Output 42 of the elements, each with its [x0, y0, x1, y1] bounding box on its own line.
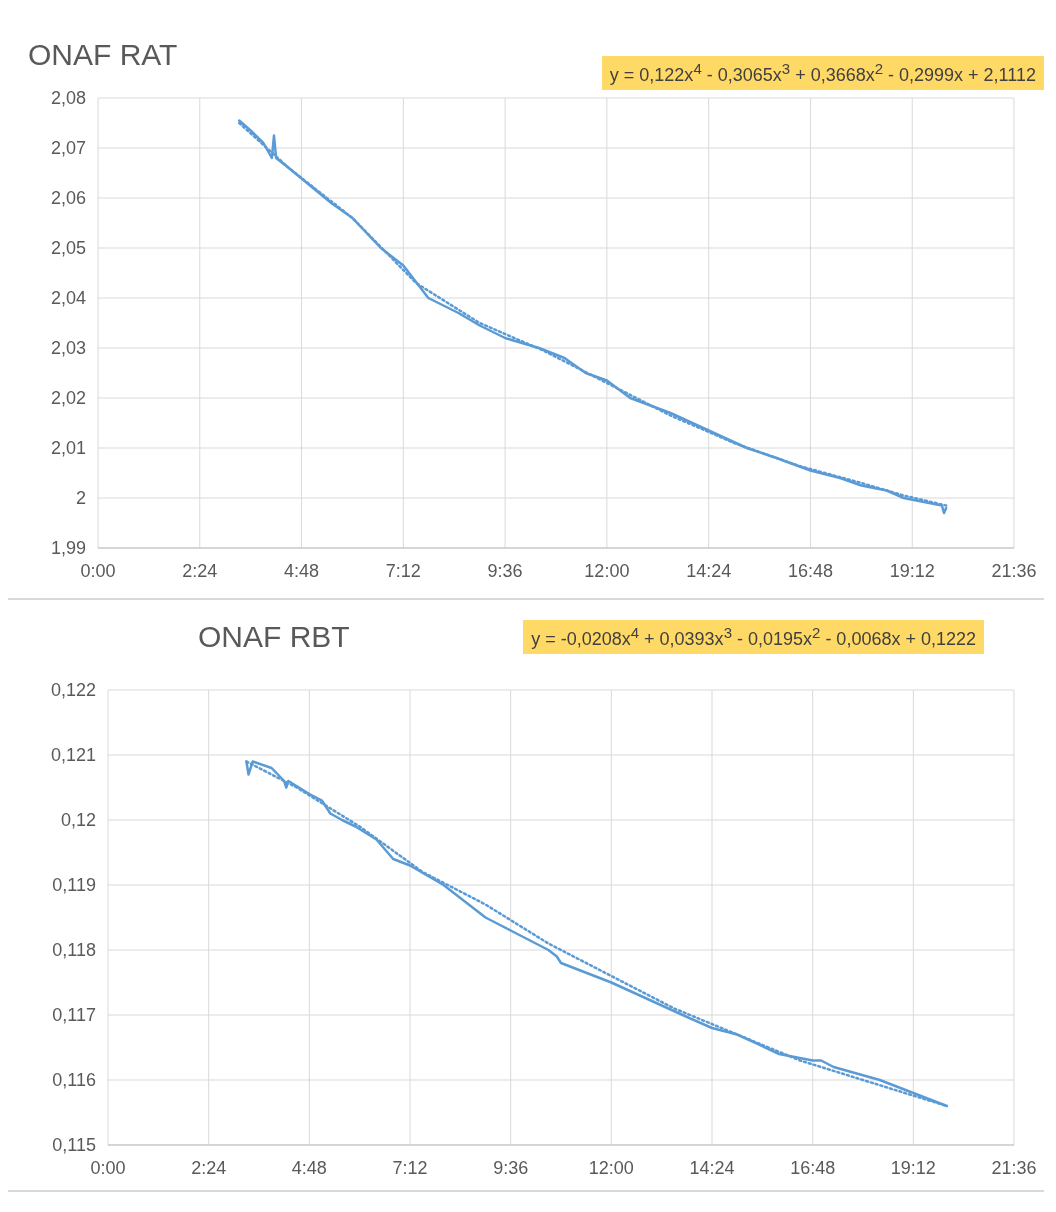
y-tick-label: 0,122 [50, 680, 96, 701]
text: y = 0,122x$^{4}$ - 0,3065x$^{3}$ + 0,3668x$^{2}$ - 0,2999x + 2,1112 [601, 56, 1044, 90]
y-tick-label: 2,02 [50, 388, 86, 409]
text: y = -0,0208x$^{4}$ + 0,0393x$^{3}$ - 0,0195x$^{2}$ - 0,0068x + 0,1222 [523, 620, 984, 654]
x-tick-label: 12:00 [588, 1157, 634, 1178]
x-tick-label: 14:24 [686, 560, 732, 581]
x-tick-label: 9:36 [493, 1157, 529, 1178]
x-tick-label: 19:12 [889, 560, 935, 581]
y-tick-label: 1,99 [50, 538, 86, 559]
x-tick-label: 16:48 [787, 560, 833, 581]
y-tick-label: 0,117 [52, 1005, 96, 1026]
x-tick-label: 21:36 [991, 1157, 1037, 1178]
y-tick-label: 0,116 [52, 1070, 96, 1091]
chart-title: ONAF RBT [198, 620, 350, 654]
y-tick-label: 2,04 [50, 288, 86, 309]
y-tick-label: 2,03 [50, 338, 86, 359]
y-tick-label: 0,12 [60, 810, 96, 831]
x-tick-label: 21:36 [991, 560, 1037, 581]
y-tick-label: 2,01 [50, 438, 86, 459]
y-tick-label: 0,118 [52, 940, 96, 961]
y-tick-label: 2,06 [50, 188, 86, 209]
x-tick-label: 4:48 [284, 560, 320, 581]
x-tick-label: 16:48 [790, 1157, 836, 1178]
x-tick-label: 2:24 [182, 560, 218, 581]
x-tick-label: 2:24 [191, 1157, 227, 1178]
x-tick-label: 7:12 [385, 560, 421, 581]
x-tick-label: 12:00 [584, 560, 630, 581]
y-tick-label: 0,121 [50, 745, 96, 766]
y-tick-label: 0,119 [52, 875, 96, 896]
y-tick-label: 2 [75, 488, 86, 509]
x-tick-label: 0:00 [80, 560, 116, 581]
x-tick-label: 19:12 [890, 1157, 936, 1178]
y-tick-label: 2,08 [50, 88, 86, 109]
y-tick-label: 2,05 [50, 238, 86, 259]
chart-title: ONAF RAT [28, 38, 178, 72]
x-tick-label: 0:00 [90, 1157, 126, 1178]
x-tick-label: 4:48 [291, 1157, 327, 1178]
y-tick-label: 0,115 [52, 1135, 96, 1156]
y-tick-label: 2,07 [50, 138, 86, 159]
x-tick-label: 7:12 [392, 1157, 428, 1178]
x-tick-label: 9:36 [487, 560, 523, 581]
x-tick-label: 14:24 [689, 1157, 735, 1178]
